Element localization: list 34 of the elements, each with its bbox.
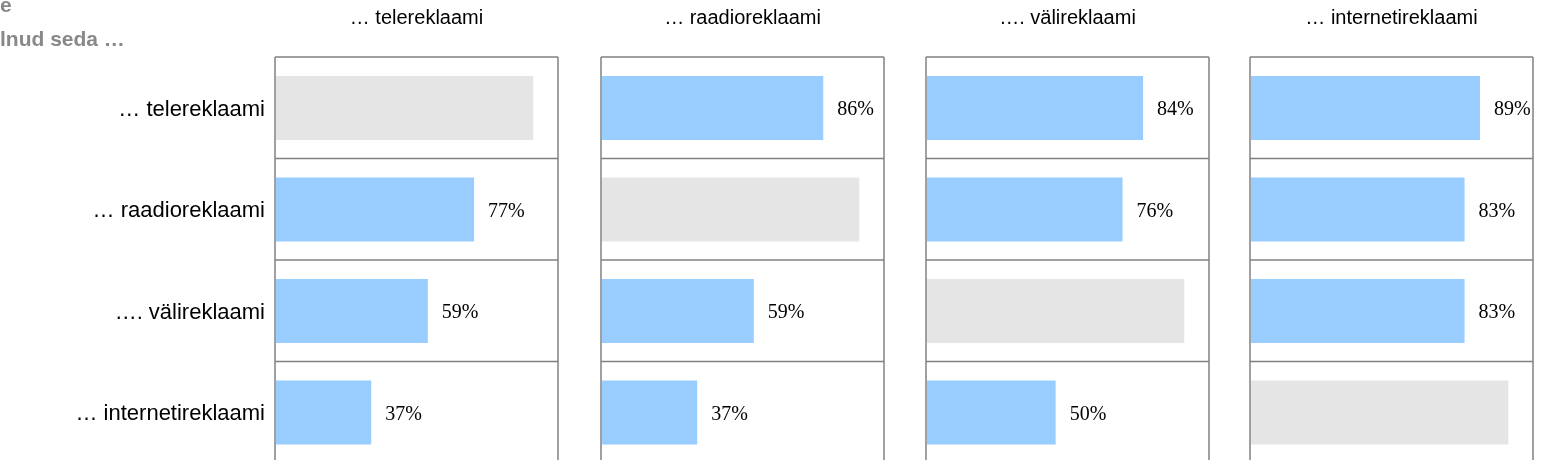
y-tick-label: … raadioreklaami xyxy=(92,197,265,223)
chart-title: …. välireklaami xyxy=(999,6,1136,28)
bar xyxy=(927,177,1123,242)
data-label: 77% xyxy=(488,198,525,221)
chart-title: … telereklaami xyxy=(349,6,484,28)
bar xyxy=(602,76,824,140)
data-label: 76% xyxy=(1136,198,1174,221)
data-label: 83% xyxy=(1478,300,1516,322)
y-tick-label: … telereklaami xyxy=(118,95,265,121)
bar xyxy=(602,177,860,242)
text: e xyxy=(0,0,12,16)
data-label: 83% xyxy=(1478,198,1516,221)
y-tick-label: … internetireklaami xyxy=(75,400,265,426)
bar xyxy=(276,279,428,343)
data-label: 37% xyxy=(385,401,422,424)
bar xyxy=(927,380,1056,445)
bar xyxy=(602,279,754,343)
bar xyxy=(276,177,475,242)
data-label: 89% xyxy=(1493,97,1531,119)
bar xyxy=(276,380,372,445)
data-label: 84% xyxy=(1157,97,1194,119)
data-label: 59% xyxy=(441,300,479,322)
bar xyxy=(927,76,1144,140)
data-label: 37% xyxy=(711,401,748,424)
chart-title: … raadioreklaami xyxy=(664,6,821,28)
chart-title: … internetireklaami xyxy=(1305,6,1478,28)
bar xyxy=(602,380,698,445)
y-tick-label: …. välireklaami xyxy=(114,298,265,324)
text: lnud seda … xyxy=(0,27,125,50)
data-label: 86% xyxy=(837,97,874,119)
bar xyxy=(276,76,534,140)
data-label: 59% xyxy=(767,300,805,322)
data-label: 50% xyxy=(1069,401,1107,424)
bar xyxy=(927,279,1185,343)
